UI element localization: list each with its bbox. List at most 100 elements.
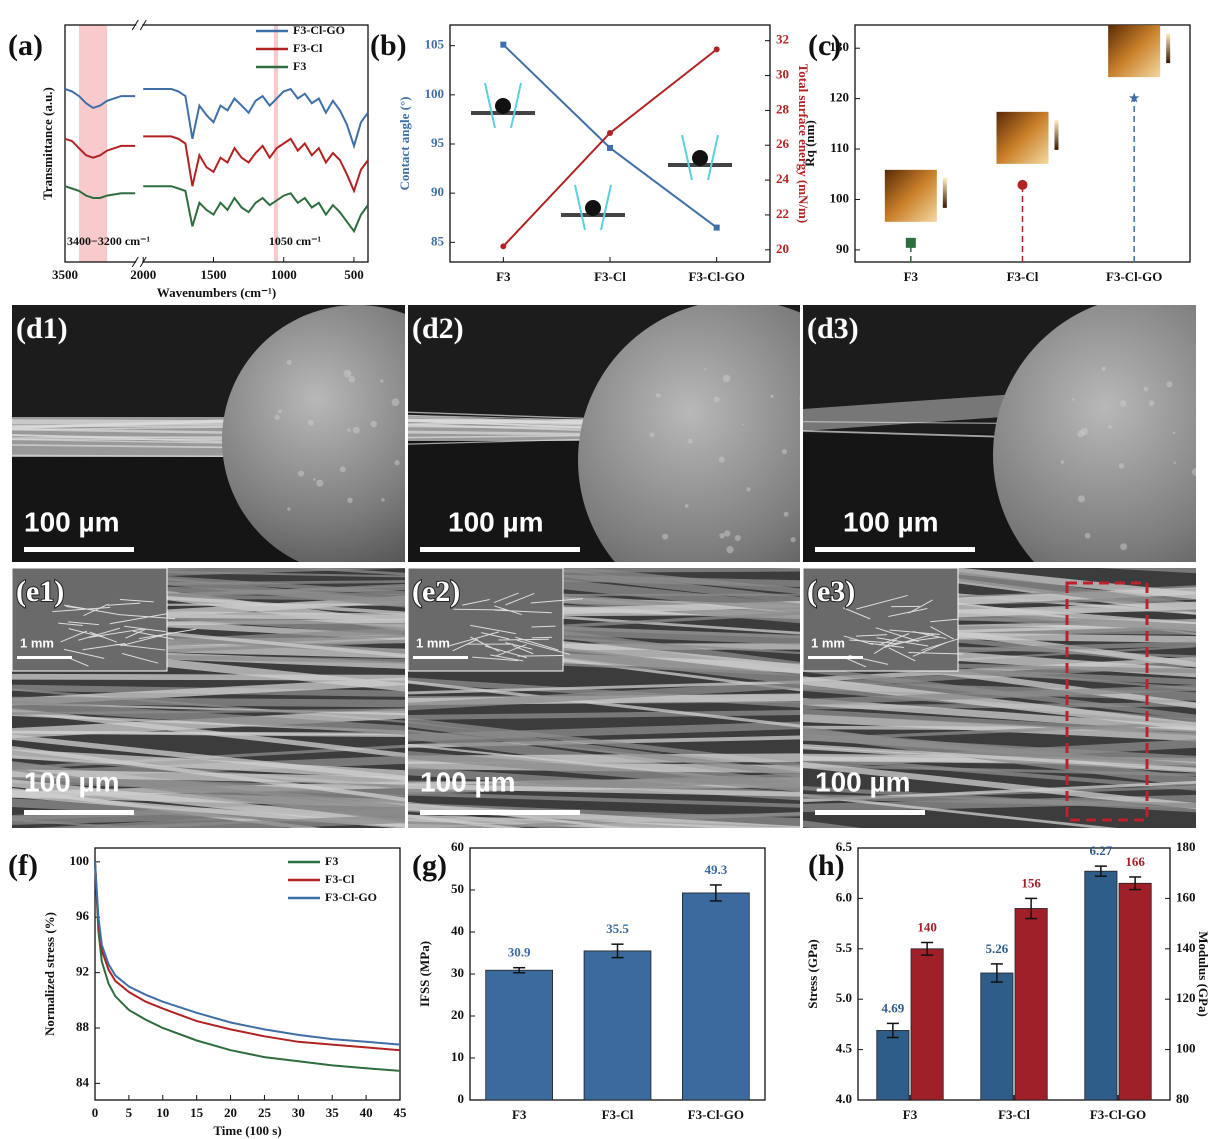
- panel-label: (f): [8, 849, 38, 882]
- surface-speck: [726, 546, 733, 553]
- bar: [1119, 883, 1151, 1100]
- marker: [607, 130, 613, 136]
- y-tick-label: 100: [830, 190, 850, 205]
- x-axis-title: Time (100 s): [213, 1123, 281, 1138]
- scale-bar: [815, 810, 925, 815]
- x-tick-label: 0: [92, 1105, 99, 1120]
- marker: [500, 42, 506, 48]
- x-tick-label: 500: [344, 267, 364, 282]
- surface-speck: [287, 360, 292, 365]
- droplet: [495, 98, 511, 114]
- inset-fiber: [518, 655, 563, 656]
- afm-image: [885, 170, 937, 222]
- bar: [911, 949, 943, 1100]
- surface-speck: [1080, 428, 1088, 436]
- y2-tick-label: 100: [1176, 1041, 1196, 1056]
- surface-speck: [274, 415, 280, 421]
- y-axis-title: Contact angle (°): [397, 96, 412, 190]
- y-axis-title: Transmittance (a.u.): [40, 87, 55, 200]
- afm-image: [1108, 25, 1160, 77]
- x-tick-label: 10: [156, 1105, 169, 1120]
- bar: [682, 893, 749, 1100]
- afm-colorbar: [1166, 33, 1170, 63]
- x-tick-label: F3-Cl: [594, 269, 626, 284]
- bar: [486, 970, 553, 1100]
- x-tick-label: 25: [258, 1105, 272, 1120]
- surface-speck: [1072, 398, 1075, 401]
- surface-speck: [340, 466, 346, 472]
- surface-speck: [278, 409, 282, 413]
- legend-label: F3-Cl-GO: [325, 890, 377, 904]
- y-tick-label: 96: [76, 908, 90, 923]
- surface-speck: [1143, 387, 1148, 392]
- surface-speck: [313, 478, 316, 481]
- y-tick-label: 5.5: [836, 940, 853, 955]
- y-tick-label: 10: [451, 1049, 464, 1064]
- surface-speck: [349, 376, 356, 383]
- x-tick-label: F3-Cl-GO: [689, 269, 745, 284]
- y2-tick-label: 30: [776, 67, 789, 82]
- y-tick-label: 40: [451, 923, 464, 938]
- x-tick-label: 20: [224, 1105, 237, 1120]
- x-tick-label: 5: [126, 1105, 133, 1120]
- y2-tick-label: 180: [1176, 839, 1196, 854]
- surface-speck: [370, 421, 377, 428]
- value-label: 6.27: [1090, 843, 1113, 858]
- y-tick-label: 95: [431, 135, 445, 150]
- surface-speck: [724, 530, 730, 536]
- surface-speck: [656, 393, 661, 398]
- value-label: 166: [1125, 854, 1145, 869]
- y2-tick-label: 28: [776, 101, 790, 116]
- legend-label: F3-Cl-GO: [293, 23, 345, 37]
- surface-speck: [381, 498, 384, 501]
- surface-speck: [1085, 533, 1091, 539]
- y-tick-label: 84: [76, 1074, 90, 1089]
- y2-tick-label: 26: [776, 136, 790, 151]
- surface-speck: [704, 368, 706, 370]
- inset-scale-bar: [808, 656, 863, 659]
- surface-speck: [287, 507, 290, 510]
- inset-scale-text: 1 mm: [20, 635, 54, 650]
- surface-speck: [791, 537, 796, 542]
- legend-label: F3-Cl: [325, 872, 355, 886]
- y2-tick-label: 20: [776, 241, 789, 256]
- bar: [981, 973, 1013, 1100]
- inset-scale-text: 1 mm: [416, 635, 450, 650]
- surface-speck: [394, 460, 399, 465]
- surface-speck: [1173, 432, 1176, 435]
- x-tick-label: 1000: [271, 267, 297, 282]
- surface-speck: [1102, 367, 1106, 371]
- y2-tick-label: 24: [776, 171, 790, 186]
- y2-tick-label: 32: [776, 32, 789, 47]
- y-tick-label: 90: [431, 184, 444, 199]
- axis-break: [136, 259, 142, 265]
- surface-speck: [347, 498, 353, 504]
- marker: [714, 225, 720, 231]
- value-label: 30.9: [508, 945, 531, 960]
- surface-speck: [1108, 425, 1112, 429]
- scale-bar-text: 100 µm: [843, 506, 939, 537]
- surface-speck: [719, 456, 725, 462]
- inset-scale-bar: [17, 656, 72, 659]
- surface-speck: [1120, 543, 1127, 550]
- axis-break: [136, 22, 142, 28]
- fiber: [2, 700, 415, 703]
- x-tick-label: F3-Cl: [998, 1107, 1030, 1122]
- y-tick-label: 130: [830, 39, 850, 54]
- y-tick-label: 120: [830, 90, 850, 105]
- panel-label: (g): [412, 849, 447, 882]
- scale-bar-text: 100 µm: [815, 766, 911, 797]
- x-tick-label: 30: [292, 1105, 305, 1120]
- surface-speck: [298, 470, 304, 476]
- surface-speck: [316, 480, 323, 487]
- surface-speck: [719, 533, 724, 538]
- surface-speck: [308, 420, 314, 426]
- y-tick-label: 110: [830, 140, 849, 155]
- scale-bar: [420, 810, 580, 815]
- x-tick-label: 40: [360, 1105, 373, 1120]
- marker: [714, 46, 720, 52]
- bar: [584, 951, 651, 1100]
- surface-speck: [735, 535, 741, 541]
- scale-bar-text: 100 µm: [420, 766, 516, 797]
- scale-bar: [24, 547, 134, 552]
